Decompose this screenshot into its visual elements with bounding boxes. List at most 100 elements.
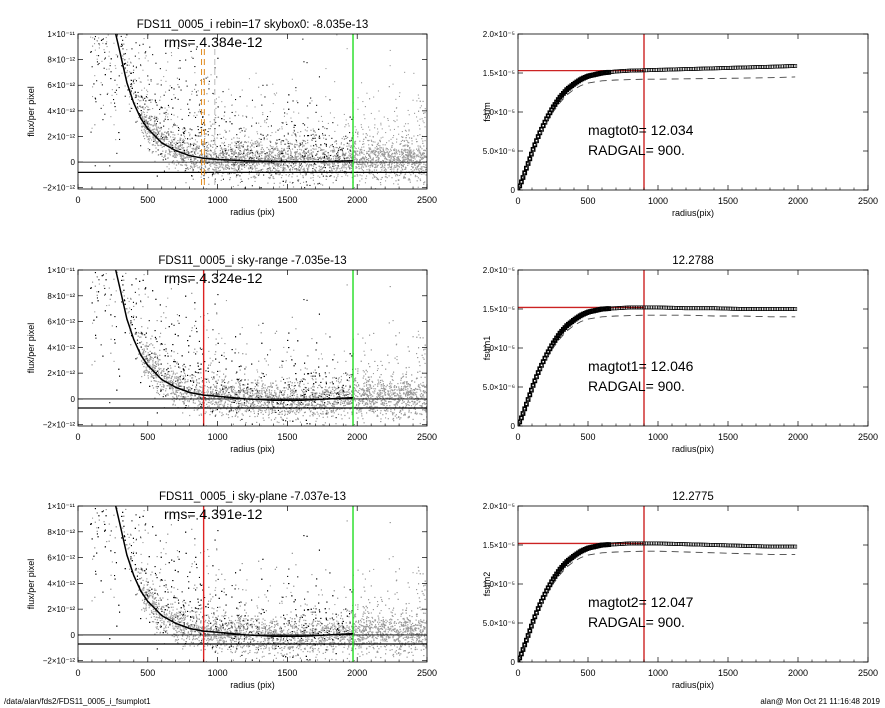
- data-point: [166, 137, 168, 139]
- data-point: [211, 134, 213, 136]
- data-point: [258, 122, 260, 124]
- data-point: [168, 8, 169, 9]
- data-point: [293, 165, 295, 167]
- data-point: [317, 175, 319, 177]
- data-point: [239, 170, 241, 172]
- data-point: [326, 170, 328, 172]
- data-point: [262, 151, 264, 153]
- data-point: [334, 156, 336, 158]
- data-point: [391, 145, 393, 147]
- data-point: [151, 129, 153, 131]
- data-point: [295, 159, 297, 161]
- data-point: [272, 151, 274, 153]
- data-point: [341, 137, 343, 140]
- data-point: [209, 121, 211, 123]
- data-point: [372, 166, 374, 168]
- data-point: [159, 108, 161, 110]
- data-point: [310, 134, 312, 136]
- data-point: [300, 163, 302, 166]
- data-point: [121, 43, 123, 45]
- data-point: [287, 133, 289, 135]
- data-point: [295, 162, 297, 164]
- data-point: [303, 167, 305, 169]
- data-point: [101, 11, 102, 12]
- data-point: [346, 163, 348, 165]
- data-point: [177, 145, 179, 147]
- data-point: [140, 81, 142, 83]
- data-point: [388, 175, 390, 177]
- data-point: [98, 37, 100, 39]
- data-point: [404, 177, 406, 179]
- data-point: [247, 151, 249, 154]
- data-point: [368, 139, 370, 141]
- data-point: [382, 147, 384, 149]
- data-point: [404, 168, 406, 170]
- data-point: [306, 167, 308, 170]
- data-point: [382, 148, 384, 150]
- data-point: [376, 150, 378, 152]
- data-point: [205, 156, 207, 158]
- data-point: [230, 167, 232, 169]
- data-point: [238, 159, 240, 161]
- data-point: [231, 104, 233, 106]
- data-point: [425, 156, 427, 158]
- data-point: [335, 167, 337, 169]
- data-point: [302, 139, 304, 141]
- data-point: [236, 137, 238, 139]
- data-point: [385, 174, 387, 176]
- data-point: [334, 150, 336, 152]
- data-point: [400, 167, 403, 169]
- data-point: [361, 178, 363, 180]
- data-point: [373, 96, 375, 98]
- data-point: [110, 32, 111, 33]
- data-point: [358, 163, 360, 166]
- data-point: [338, 156, 340, 158]
- data-point: [405, 162, 407, 164]
- data-point: [233, 165, 235, 167]
- data-point: [413, 153, 415, 155]
- data-point: [302, 152, 304, 154]
- data-point: [350, 170, 353, 172]
- data-point: [165, 80, 167, 82]
- data-point: [395, 153, 397, 155]
- data-point: [230, 158, 232, 160]
- data-point: [149, 115, 151, 117]
- data-point: [245, 158, 247, 160]
- data-point: [126, 72, 128, 74]
- data-point: [289, 142, 291, 144]
- data-point: [91, 66, 93, 68]
- data-point: [401, 151, 403, 153]
- data-point: [170, 142, 172, 144]
- data-point: [395, 164, 397, 166]
- data-point: [142, 43, 144, 45]
- data-point: [421, 157, 423, 159]
- data-point: [115, 32, 116, 33]
- data-point: [376, 133, 378, 135]
- data-point: [315, 148, 317, 150]
- data-point: [332, 150, 334, 152]
- data-point: [277, 153, 279, 155]
- data-point: [335, 170, 337, 172]
- data-point: [188, 132, 190, 134]
- data-point: [307, 191, 308, 192]
- data-point: [353, 155, 356, 157]
- data-point: [380, 184, 382, 186]
- data-point: [171, 162, 173, 164]
- data-point: [225, 138, 227, 140]
- data-point: [318, 120, 320, 122]
- data-point: [207, 153, 209, 155]
- data-point: [291, 78, 293, 80]
- data-point: [303, 159, 305, 161]
- data-point: [227, 158, 229, 160]
- data-point: [174, 167, 176, 169]
- data-point: [169, 144, 171, 146]
- data-point: [408, 130, 410, 132]
- data-point: [127, 89, 129, 91]
- data-point: [220, 147, 223, 150]
- data-point: [319, 176, 321, 178]
- data-point: [130, 87, 132, 89]
- data-point: [156, 104, 158, 106]
- data-point: [158, 133, 160, 135]
- data-point: [370, 148, 372, 150]
- data-point: [305, 165, 307, 167]
